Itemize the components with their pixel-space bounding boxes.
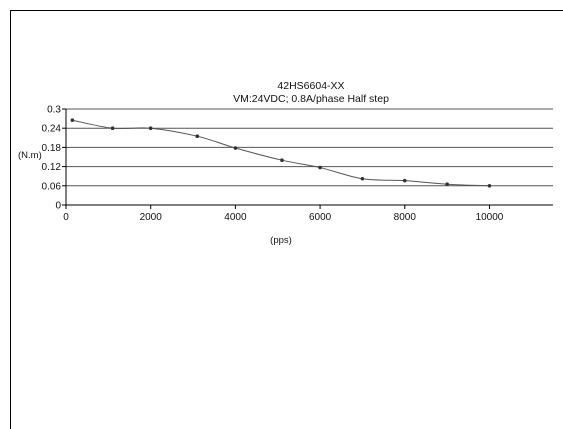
chart-subtitle: VM:24VDC; 0.8A/phase Half step (233, 93, 389, 105)
data-point (148, 126, 153, 130)
chart-title: 42HS6604-XX (277, 80, 344, 92)
y-tick-label: 0.06 (42, 181, 62, 192)
x-axis-label: (pps) (270, 235, 292, 246)
x-tick-label: 0 (63, 212, 69, 223)
data-point (110, 126, 115, 130)
x-tick-label: 8000 (394, 212, 417, 223)
x-tick-label: 10000 (476, 212, 504, 223)
data-point (318, 165, 322, 170)
data-point (402, 178, 407, 183)
x-tick-label: 2000 (140, 212, 163, 223)
data-point (195, 134, 200, 138)
data-point (70, 118, 75, 122)
series-line (72, 119, 490, 187)
y-axis-label: (N.m) (18, 150, 42, 161)
x-tick-label: 6000 (309, 212, 332, 223)
data-point (360, 176, 365, 181)
y-tick-label: 0 (55, 201, 61, 212)
y-tick-label: 0.12 (42, 162, 62, 173)
data-point (233, 146, 238, 150)
page-frame (10, 10, 563, 429)
data-point (445, 182, 449, 186)
x-tick-label: 4000 (224, 212, 247, 223)
data-point (487, 184, 492, 188)
y-tick-label: 0.3 (47, 105, 61, 116)
y-tick-label: 0.24 (42, 124, 62, 135)
y-tick-label: 0.18 (42, 143, 62, 154)
data-point (280, 158, 284, 162)
